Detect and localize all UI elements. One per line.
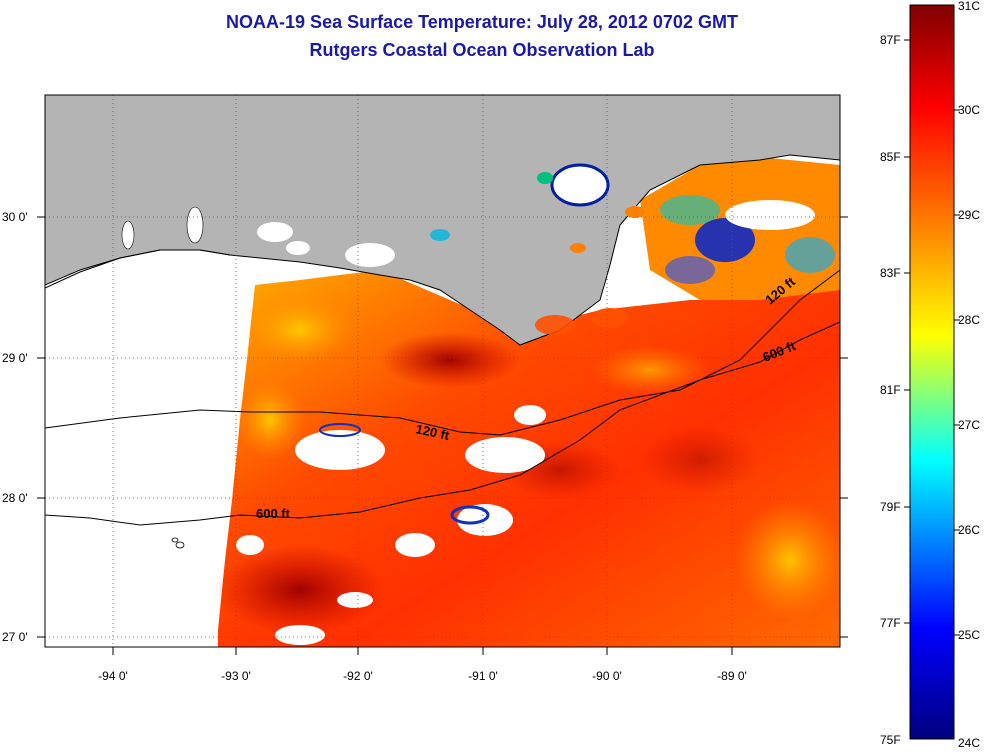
lat-label: 30 0' <box>2 210 28 224</box>
colorbar-c-label: 25C <box>958 628 980 642</box>
grid-lines <box>45 95 840 647</box>
lat-label: 29 0' <box>2 351 28 365</box>
colorbar-f-label: 75F <box>880 733 901 747</box>
lon-label: -90 0' <box>592 669 622 683</box>
colorbar <box>909 4 955 740</box>
lat-label: 28 0' <box>2 491 28 505</box>
colorbar-f-label: 79F <box>880 500 901 514</box>
colorbar-f-label: 85F <box>880 150 901 164</box>
contour-120ft <box>45 269 840 436</box>
lon-label: -93 0' <box>221 669 251 683</box>
colorbar-c-label: 26C <box>958 523 980 537</box>
colorbar-f-label: 83F <box>880 266 901 280</box>
colorbar-c-label: 31C <box>958 0 980 13</box>
contour-600ft <box>45 321 840 526</box>
map-title: NOAA-19 Sea Surface Temperature: July 28… <box>226 12 738 32</box>
lon-label: -92 0' <box>343 669 373 683</box>
lon-label: -89 0' <box>717 669 747 683</box>
colorbar-c-label: 28C <box>958 313 980 327</box>
contour-label: 600 ft <box>256 506 291 521</box>
lat-label: 27 0' <box>2 630 28 644</box>
colorbar-c-label: 24C <box>958 736 980 750</box>
lon-label: -94 0' <box>98 669 128 683</box>
map-subtitle: Rutgers Coastal Ocean Observation Lab <box>309 40 655 60</box>
lon-label: -91 0' <box>468 669 498 683</box>
colorbar-f-label: 87F <box>880 33 901 47</box>
colorbar-f-label: 77F <box>880 616 901 630</box>
colorbar-c-label: 27C <box>958 418 980 432</box>
contour-label: 120 ft <box>414 421 451 443</box>
colorbar-c-label: 29C <box>958 208 980 222</box>
colorbar-f-label: 81F <box>880 383 901 397</box>
axis-ticks <box>37 216 848 655</box>
colorbar-c-label: 30C <box>958 103 980 117</box>
